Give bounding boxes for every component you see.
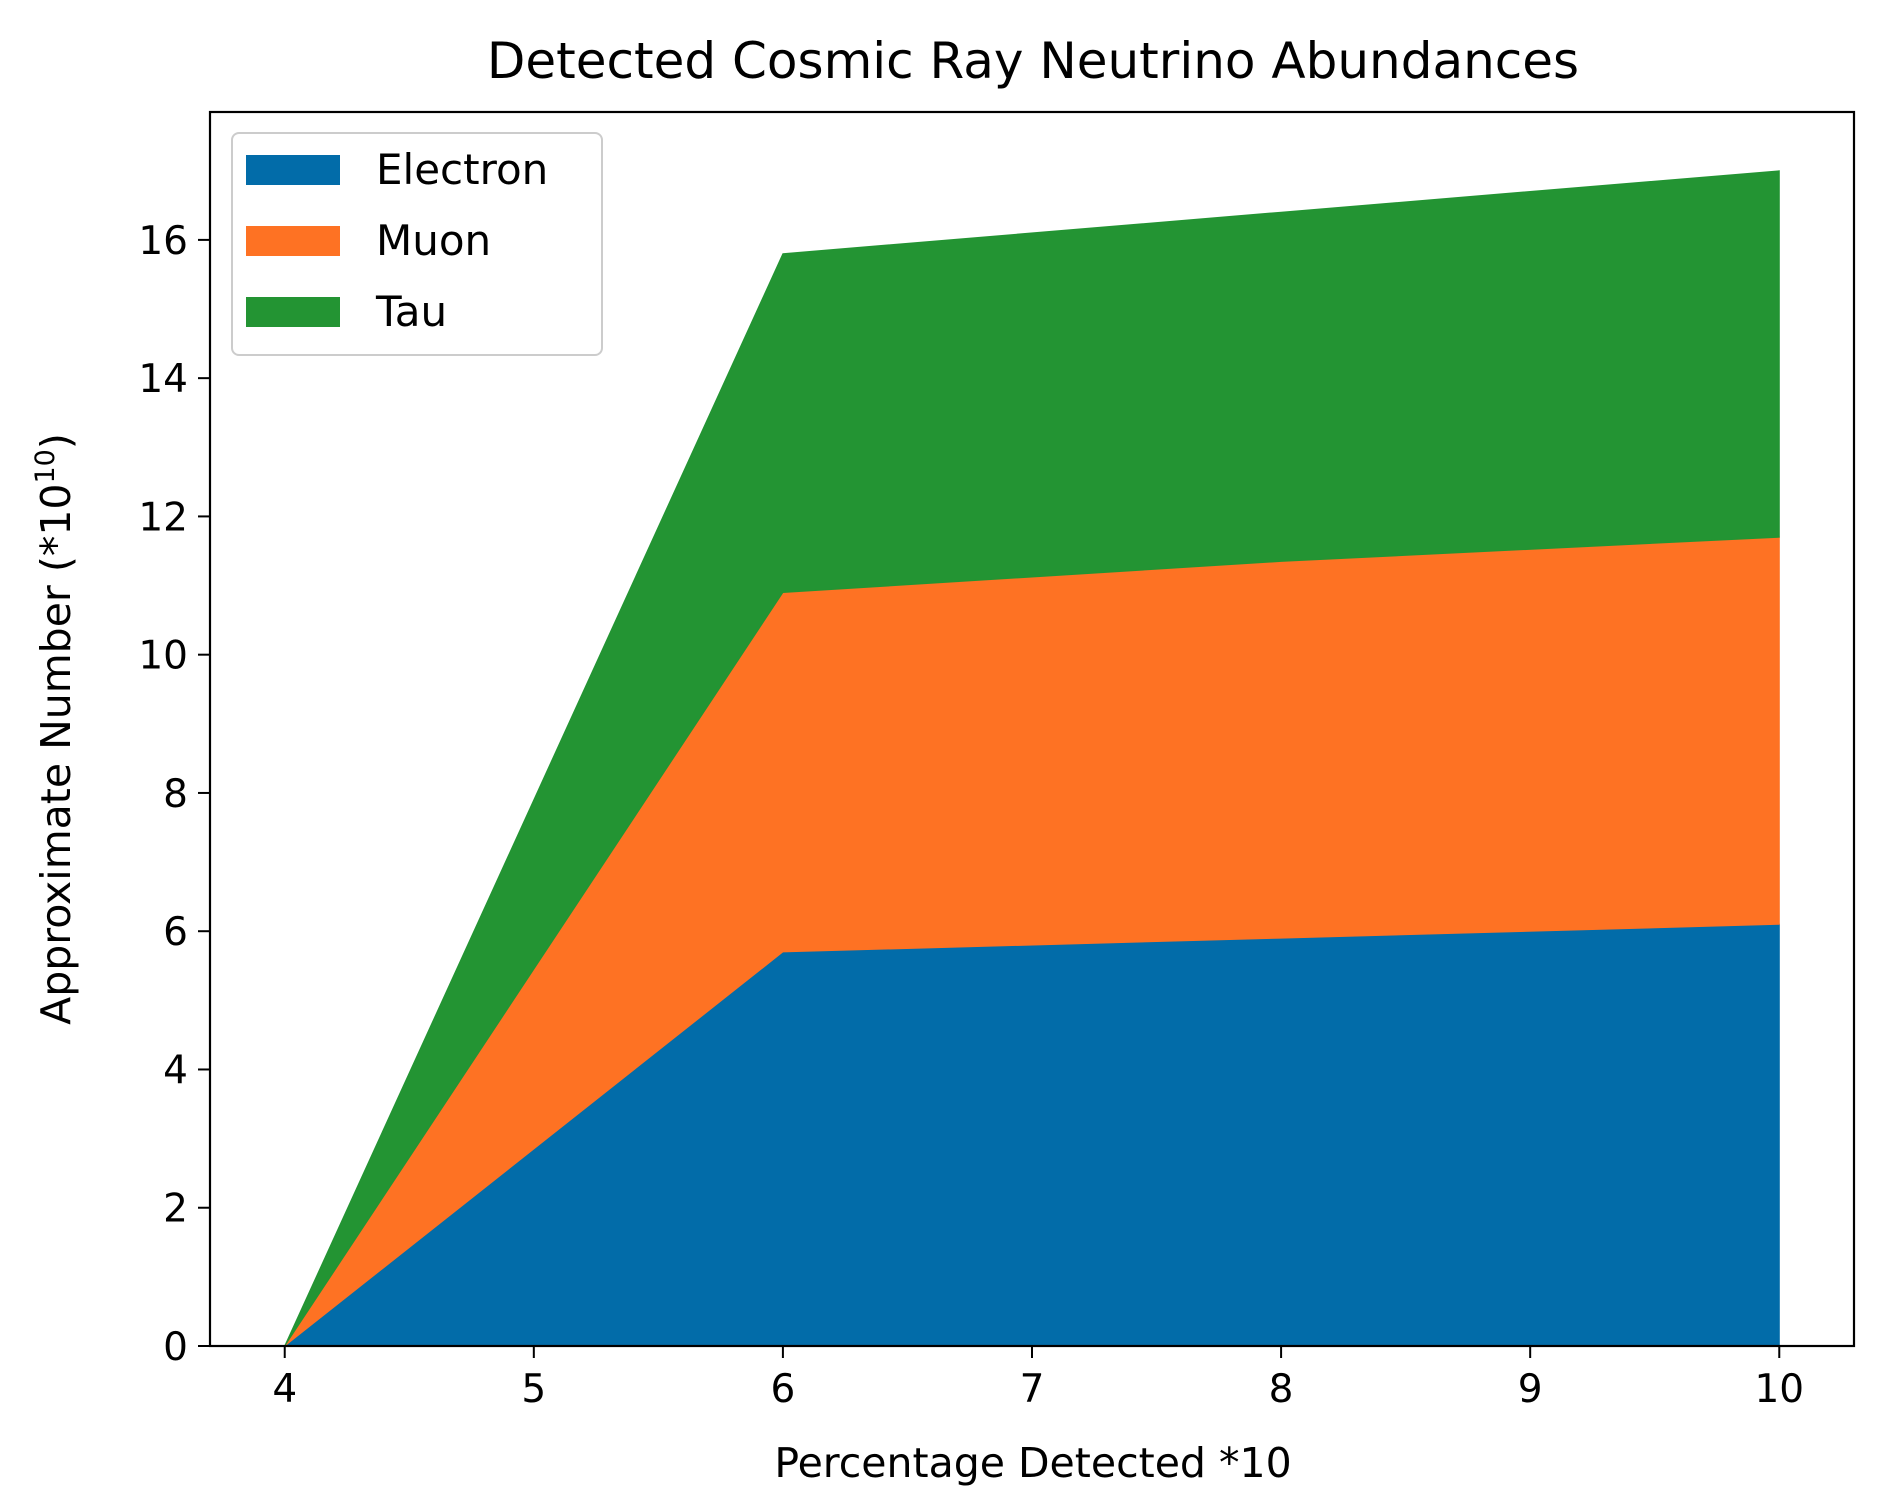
area-tau <box>284 170 1780 1347</box>
y-tick-label: 12 <box>138 495 188 540</box>
x-tick-label: 9 <box>1518 1367 1543 1412</box>
x-tick-label: 6 <box>770 1367 795 1412</box>
legend-swatch-tau <box>246 297 340 327</box>
y-tick-label: 4 <box>163 1048 188 1093</box>
y-axis-label-superscript: 10 <box>30 449 61 483</box>
y-tick-label: 2 <box>163 1187 188 1232</box>
y-tick-label: 8 <box>163 772 188 817</box>
y-tick-label: 6 <box>163 910 188 955</box>
y-axis-label-text: Approximate Number (*10 <box>32 484 80 1025</box>
x-tick-label: 7 <box>1020 1367 1045 1412</box>
legend-label-electron: Electron <box>376 145 548 194</box>
y-tick-label: 16 <box>138 219 188 264</box>
legend: Electron Muon Tau <box>231 132 603 356</box>
x-tick-label: 8 <box>1269 1367 1294 1412</box>
y-axis-ticks: 0 2 4 6 8 10 12 14 16 <box>138 219 210 1370</box>
y-tick-label: 14 <box>138 357 188 402</box>
legend-swatch-electron <box>246 155 340 185</box>
y-axis-label-suffix: ) <box>32 433 80 449</box>
legend-swatch-muon <box>246 226 340 256</box>
area-layer <box>283 170 1780 1347</box>
legend-label-tau: Tau <box>375 287 447 336</box>
y-axis-label: Approximate Number (*1010) <box>30 433 80 1025</box>
x-tick-label: 5 <box>521 1367 546 1412</box>
plot-frame <box>208 110 1856 1348</box>
x-tick-label: 4 <box>272 1367 297 1412</box>
y-tick-label: 10 <box>138 634 188 679</box>
chart-title: Detected Cosmic Ray Neutrino Abundances <box>487 32 1579 90</box>
legend-label-muon: Muon <box>376 216 491 265</box>
x-axis-label: Percentage Detected *10 <box>774 1439 1291 1487</box>
y-tick-label: 0 <box>163 1325 188 1370</box>
x-axis-ticks: 4 5 6 7 8 9 10 <box>272 1346 1804 1412</box>
x-tick-label: 10 <box>1754 1367 1804 1412</box>
